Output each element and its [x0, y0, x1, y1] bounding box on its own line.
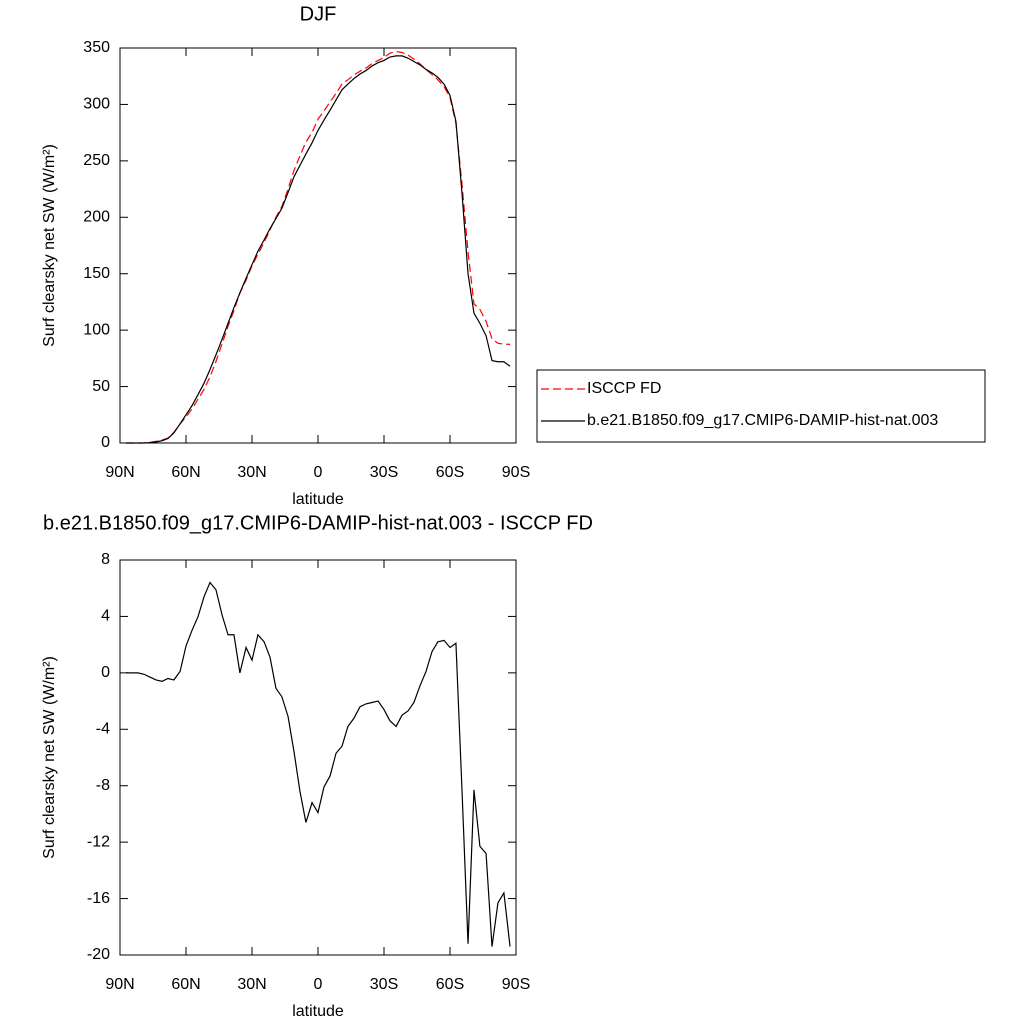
y-tick-label: 150 — [83, 265, 110, 282]
legend-label: ISCCP FD — [587, 380, 661, 397]
x-tick-label: 0 — [314, 464, 323, 481]
data-line — [125, 55, 511, 444]
x-tick-label: 60N — [171, 464, 200, 481]
y-axis-label: Surf clearsky net SW (W/m²) — [41, 144, 58, 347]
y-tick-label: 0 — [101, 664, 110, 681]
x-tick-label: 60S — [436, 464, 464, 481]
x-tick-label: 90S — [502, 976, 530, 993]
y-tick-label: -12 — [87, 833, 110, 850]
x-axis-label: latitude — [292, 1003, 344, 1020]
y-tick-label: -16 — [87, 890, 110, 907]
chart-title: b.e21.B1850.f09_g17.CMIP6-DAMIP-hist-nat… — [43, 512, 593, 534]
x-tick-label: 30N — [237, 976, 266, 993]
y-tick-label: 300 — [83, 96, 110, 113]
y-tick-label: 8 — [101, 551, 110, 568]
data-line — [125, 50, 511, 444]
y-tick-label: 4 — [101, 608, 110, 625]
x-tick-label: 90N — [105, 976, 134, 993]
x-axis-label: latitude — [292, 491, 344, 508]
y-tick-label: 50 — [92, 378, 110, 395]
x-tick-label: 0 — [314, 976, 323, 993]
y-tick-label: -4 — [96, 721, 110, 738]
y-tick-label: -20 — [87, 946, 110, 963]
data-line — [125, 581, 511, 947]
x-tick-label: 30S — [370, 464, 398, 481]
x-tick-label: 30N — [237, 464, 266, 481]
x-tick-label: 90S — [502, 464, 530, 481]
y-axis-label: Surf clearsky net SW (W/m²) — [41, 656, 58, 859]
y-tick-label: 350 — [83, 39, 110, 56]
x-tick-label: 60N — [171, 976, 200, 993]
y-tick-label: 0 — [101, 434, 110, 451]
plot-frame — [119, 559, 517, 956]
legend-label: b.e21.B1850.f09_g17.CMIP6-DAMIP-hist-nat… — [587, 412, 938, 429]
chart-title: DJF — [300, 3, 337, 25]
y-tick-label: 100 — [83, 321, 110, 338]
x-tick-label: 60S — [436, 976, 464, 993]
plot-frame — [119, 47, 517, 444]
legend-box — [536, 369, 986, 443]
y-tick-label: -8 — [96, 777, 110, 794]
x-tick-label: 30S — [370, 976, 398, 993]
x-tick-label: 90N — [105, 464, 134, 481]
y-tick-label: 250 — [83, 152, 110, 169]
y-tick-label: 200 — [83, 209, 110, 226]
